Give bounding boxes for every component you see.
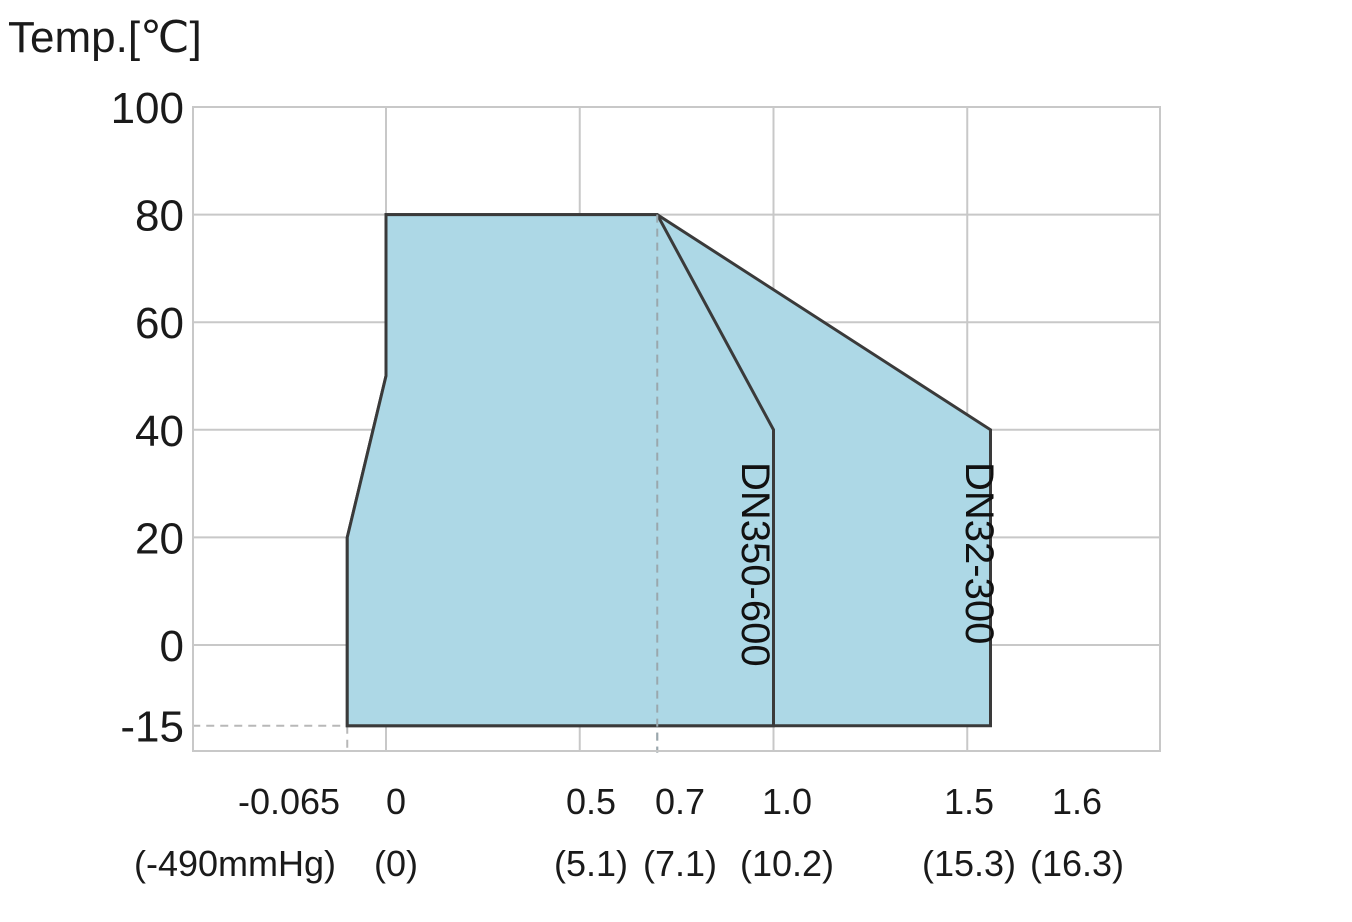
x-tick-label: 1.0 — [762, 781, 812, 822]
y-tick-label: 0 — [160, 622, 184, 671]
x-tick-sublabel: (16.3) — [1030, 843, 1124, 884]
x-tick-label: 0.7 — [655, 781, 705, 822]
x-tick-label: 0 — [386, 781, 406, 822]
x-tick-label: 0.5 — [566, 781, 616, 822]
series-areas — [345, 213, 992, 728]
y-tick-label: 100 — [111, 84, 184, 133]
y-tick-label: 20 — [135, 514, 184, 563]
y-tick-labels: 100 80 60 40 20 0 -15 — [111, 84, 184, 752]
axes — [192, 106, 1161, 752]
x-tick-sublabel: (-490mmHg) — [134, 843, 336, 884]
x-tick-sublabel: (15.3) — [922, 843, 1016, 884]
y-tick-label: -15 — [120, 703, 184, 752]
y-axis-title: Temp.[℃] — [8, 13, 202, 62]
series-labels: DN32-300 DN350-600 — [733, 462, 1001, 667]
x-tick-sublabel: (5.1) — [554, 843, 628, 884]
series-label-dn350-600: DN350-600 — [733, 462, 777, 667]
y-tick-label: 80 — [135, 192, 184, 241]
series-area-dn350-600 — [345, 213, 775, 728]
x-tick-labels: -0.065 (-490mmHg) 0 (0) 0.5 (5.1) 0.7 (7.1) 1.0 (… — [134, 781, 1124, 884]
y-tick-label: 40 — [135, 407, 184, 456]
y-tick-label: 60 — [135, 299, 184, 348]
x-tick-label: 1.5 — [944, 781, 994, 822]
x-tick-sublabel: (7.1) — [643, 843, 717, 884]
x-tick-sublabel: (0) — [374, 843, 418, 884]
x-tick-label: 1.6 — [1052, 781, 1102, 822]
x-tick-sublabel: (10.2) — [740, 843, 834, 884]
series-label-dn32-300: DN32-300 — [957, 462, 1001, 644]
x-tick-label: -0.065 — [238, 781, 340, 822]
plot-frame — [192, 106, 1161, 752]
